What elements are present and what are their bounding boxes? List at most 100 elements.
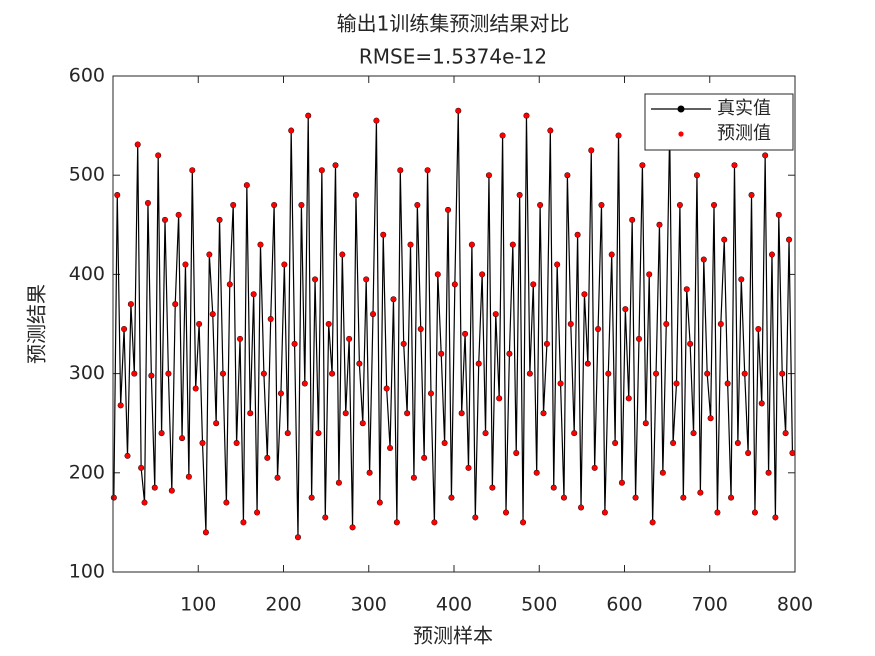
data-point — [462, 331, 468, 337]
data-point — [575, 232, 581, 238]
data-point — [578, 504, 584, 511]
data-point — [786, 237, 792, 243]
data-point — [397, 167, 403, 173]
data-point — [609, 251, 615, 258]
data-point — [759, 400, 765, 406]
data-point — [779, 371, 785, 377]
data-point — [196, 321, 202, 327]
data-point — [199, 440, 206, 446]
data-point — [203, 529, 209, 535]
data-point — [155, 152, 161, 158]
data-point — [748, 192, 755, 198]
data-point — [588, 147, 594, 153]
data-point — [295, 534, 301, 540]
legend-box — [644, 93, 794, 151]
data-point — [632, 495, 639, 501]
data-point — [189, 167, 195, 173]
data-point — [411, 475, 417, 481]
x-axis-label: 预测样本 — [413, 624, 493, 648]
data-point — [172, 301, 178, 307]
data-point — [738, 276, 744, 282]
data-point — [677, 202, 683, 208]
data-point — [765, 470, 772, 476]
data-point — [162, 217, 168, 223]
data-point — [557, 380, 564, 387]
data-point — [469, 242, 475, 248]
data-point — [752, 509, 758, 516]
data-point — [158, 430, 165, 436]
y-tick-label: 100 — [69, 561, 105, 583]
data-point — [499, 132, 506, 139]
data-point — [251, 291, 257, 297]
data-point — [629, 217, 635, 223]
data-point — [643, 420, 649, 426]
data-point — [728, 495, 734, 501]
data-point — [227, 281, 233, 287]
data-point — [517, 192, 523, 198]
data-point — [407, 242, 414, 248]
data-point — [247, 410, 253, 416]
chart-title: 输出1训练集预测结果对比 — [337, 12, 570, 36]
data-point — [145, 200, 151, 206]
data-point — [660, 470, 666, 476]
data-point — [370, 311, 376, 317]
data-point — [442, 440, 448, 446]
data-point — [527, 371, 533, 377]
data-point — [418, 326, 424, 332]
data-point — [186, 474, 192, 480]
x-tick-label: 500 — [521, 594, 557, 616]
data-point — [315, 430, 322, 436]
data-point — [193, 385, 199, 392]
data-point — [220, 371, 226, 377]
data-point — [622, 306, 628, 312]
data-point — [114, 192, 120, 198]
legend-label: 真实值 — [717, 98, 771, 119]
data-point — [319, 167, 325, 173]
data-point — [148, 372, 154, 379]
y-tick-label: 200 — [69, 461, 105, 483]
data-point — [329, 371, 335, 377]
data-point — [602, 509, 608, 516]
data-point — [694, 172, 700, 178]
data-point — [656, 222, 663, 228]
data-point — [718, 321, 724, 327]
data-point — [762, 152, 768, 158]
data-point — [271, 202, 277, 208]
data-point — [704, 371, 710, 377]
x-tick-label: 200 — [265, 594, 301, 616]
data-point — [687, 341, 693, 347]
data-point — [551, 485, 557, 491]
data-point — [278, 390, 284, 397]
data-point — [206, 251, 212, 258]
data-point — [387, 445, 393, 451]
data-point — [332, 162, 339, 168]
y-tick-label: 400 — [69, 263, 105, 285]
data-point — [343, 410, 349, 416]
data-point — [486, 172, 492, 178]
data-point — [268, 316, 274, 322]
data-point — [605, 371, 611, 377]
data-point — [540, 410, 547, 416]
data-point — [360, 420, 366, 426]
data-point — [465, 465, 472, 471]
data-point — [479, 271, 485, 277]
data-point — [213, 420, 219, 426]
data-point — [564, 172, 570, 178]
data-point — [312, 276, 318, 282]
data-point — [506, 351, 513, 357]
data-point — [612, 440, 618, 446]
data-point — [650, 519, 656, 526]
data-point — [783, 430, 789, 436]
data-point — [476, 361, 482, 367]
data-point — [455, 108, 461, 114]
data-point — [776, 212, 782, 218]
data-point — [363, 276, 369, 282]
data-point — [711, 202, 717, 208]
data-point — [639, 162, 646, 168]
data-point — [234, 440, 240, 446]
data-point — [701, 256, 707, 263]
data-point — [595, 326, 601, 332]
chart-subtitle: RMSE=1.5374e-12 — [359, 45, 547, 69]
x-tick-label: 700 — [692, 594, 728, 616]
